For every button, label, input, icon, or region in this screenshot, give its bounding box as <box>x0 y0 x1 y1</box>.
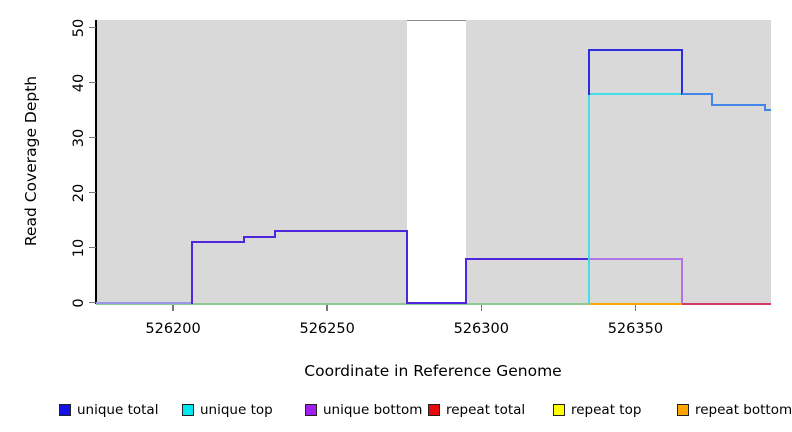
v-segment-unique-total-violet <box>190 241 193 304</box>
x-tick <box>172 303 174 311</box>
v-segment-unique-total-blue <box>680 48 683 95</box>
legend-label: unique bottom <box>323 402 423 418</box>
v-segment-unique-total-blue <box>588 48 591 95</box>
band-top-border <box>407 19 466 22</box>
legend-swatch-unique-total <box>59 404 71 416</box>
h-segment-unique-bottom-purple <box>589 257 682 260</box>
y-tick-label: 0 <box>71 297 87 308</box>
y-tick <box>89 81 96 84</box>
legend-label: unique top <box>200 402 273 418</box>
h-segment-unique-total-violet <box>274 230 408 232</box>
legend-swatch-repeat-total <box>428 404 440 416</box>
y-tick <box>89 246 96 249</box>
legend-swatch-repeat-top <box>553 404 565 416</box>
y-axis-title: Read Coverage Depth <box>22 75 40 247</box>
h-segment-unique-total-violet <box>407 301 466 304</box>
y-tick-label: 10 <box>71 238 87 257</box>
legend-swatch-repeat-bottom <box>677 404 689 416</box>
x-tick-label: 526250 <box>299 321 355 337</box>
v-segment-unique-bottom-purple <box>680 257 683 304</box>
legend-label: repeat total <box>446 402 526 418</box>
x-tick <box>634 303 637 311</box>
background-gap-band <box>407 20 466 304</box>
y-tick <box>89 301 96 304</box>
y-tick <box>89 136 96 139</box>
legend-label: repeat top <box>571 402 642 418</box>
x-tick <box>326 303 328 311</box>
v-segment-unique-total-violet <box>464 257 467 304</box>
v-segment-unique-total-blend <box>711 92 714 106</box>
h-segment-unique-total-blend <box>681 92 713 95</box>
h-segment-unique-total-violet <box>191 241 244 243</box>
v-segment-unique-total-blend <box>763 103 766 111</box>
legend: unique total unique top unique bottom repea… <box>0 398 792 424</box>
h-segment-unique-total-violet <box>243 235 275 238</box>
y-tick-label: 40 <box>71 73 87 92</box>
h-segment-baseline-periwinkle-blend <box>96 301 192 304</box>
v-segment-unique-total-violet <box>406 230 409 304</box>
legend-swatch-unique-top <box>182 404 194 416</box>
h-segment-repeat-total-crimson <box>681 302 771 305</box>
legend-swatch-unique-bottom <box>305 404 317 416</box>
v-segment-unique-top-cyan <box>588 92 591 304</box>
x-tick-label: 526350 <box>607 321 664 337</box>
h-segment-unique-total-blend <box>712 103 765 106</box>
h-segment-unique-total-blue <box>589 48 682 51</box>
v-segment-unique-total-violet <box>273 230 276 238</box>
y-tick-label: 20 <box>71 183 87 202</box>
y-tick <box>89 191 96 194</box>
x-tick-label: 526300 <box>453 321 509 337</box>
h-segment-unique-top-cyan <box>589 92 682 95</box>
legend-label: repeat bottom <box>695 402 792 418</box>
y-tick-label: 50 <box>71 18 87 37</box>
h-segment-unique-total-blend <box>764 109 771 111</box>
h-segment-repeat-bottom-orange <box>589 302 682 305</box>
y-axis-line <box>95 20 97 304</box>
v-segment-unique-total-violet <box>242 235 245 243</box>
legend-label: unique total <box>77 402 159 418</box>
y-tick-label: 30 <box>71 128 87 147</box>
x-axis-title: Coordinate in Reference Genome <box>304 362 562 380</box>
x-tick-label: 526200 <box>145 321 201 337</box>
h-segment-baseline-green-blend <box>96 303 590 305</box>
h-segment-unique-total-violet <box>465 257 590 260</box>
y-tick <box>89 26 96 29</box>
x-tick <box>480 303 483 311</box>
